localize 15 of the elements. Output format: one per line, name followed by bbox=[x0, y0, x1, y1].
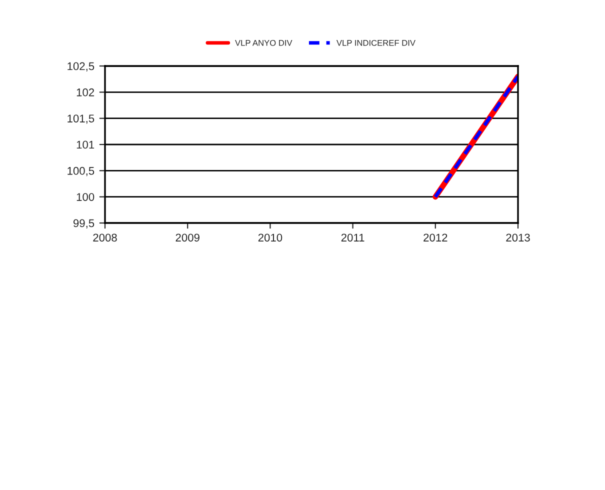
x-tick-label: 2009 bbox=[176, 234, 200, 242]
x-tick-label: 2011 bbox=[341, 234, 364, 242]
y-tick-label: 101 bbox=[76, 140, 94, 149]
x-tick-label: 2012 bbox=[424, 234, 448, 242]
y-tick-label: 102,5 bbox=[68, 62, 94, 72]
y-tick-label: 100 bbox=[76, 193, 94, 201]
y-tick-label: 102 bbox=[76, 88, 94, 96]
x-tick-label: 2010 bbox=[258, 234, 282, 242]
x-tick-label: 2008 bbox=[93, 234, 117, 242]
y-tick-label: 101,5 bbox=[68, 114, 94, 124]
y-tick-label: 100,5 bbox=[68, 166, 94, 176]
legend-label: VLP ANYO DIV bbox=[235, 40, 292, 46]
y-tick-label: 99,5 bbox=[73, 219, 94, 228]
x-tick-label: 2013 bbox=[506, 234, 530, 242]
legend-label: VLP INDICEREF DIV bbox=[336, 40, 416, 46]
